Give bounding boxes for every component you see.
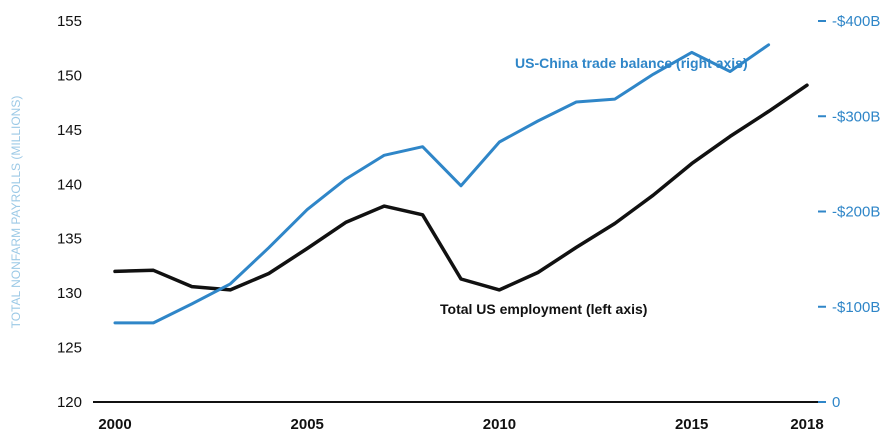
trade-balance-series-line [113,43,771,325]
y-left-tick-label: 150 [57,67,82,84]
trade-balance-annotation: US-China trade balance (right axis) [515,55,748,71]
y-right-tick-label: -$100B [832,299,880,316]
employment-annotation: Total US employment (left axis) [440,301,647,317]
axes: 120 125 130 135 140 145 150 155 0 -$100B -$200B -$3… [57,13,880,433]
y-right-tick-label: -$400B [832,13,880,30]
y-right-tick-label: -$200B [832,204,880,221]
y-left-tick-label: 125 [57,340,82,357]
x-tick-label: 2005 [291,416,324,433]
y-left-tick-label: 145 [57,122,82,139]
x-tick-label: 2010 [483,416,516,433]
x-tick-label: 2015 [675,416,708,433]
y-left-tick-label: 120 [57,394,82,411]
y-right-tick-label: 0 [832,394,840,411]
x-tick-label: 2000 [98,416,131,433]
y-left-tick-label: 130 [57,285,82,302]
y-axis-left-label: TOTAL NONFARM PAYROLLS (MILLIONS) [9,96,23,329]
y-left-tick-label: 140 [57,176,82,193]
x-tick-label: 2018 [790,416,823,433]
y-left-tick-label: 135 [57,231,82,248]
y-left-tick-label: 155 [57,13,82,30]
employment-series-line [113,83,809,292]
series-layer [113,43,809,325]
y-right-tick-label: -$300B [832,108,880,125]
